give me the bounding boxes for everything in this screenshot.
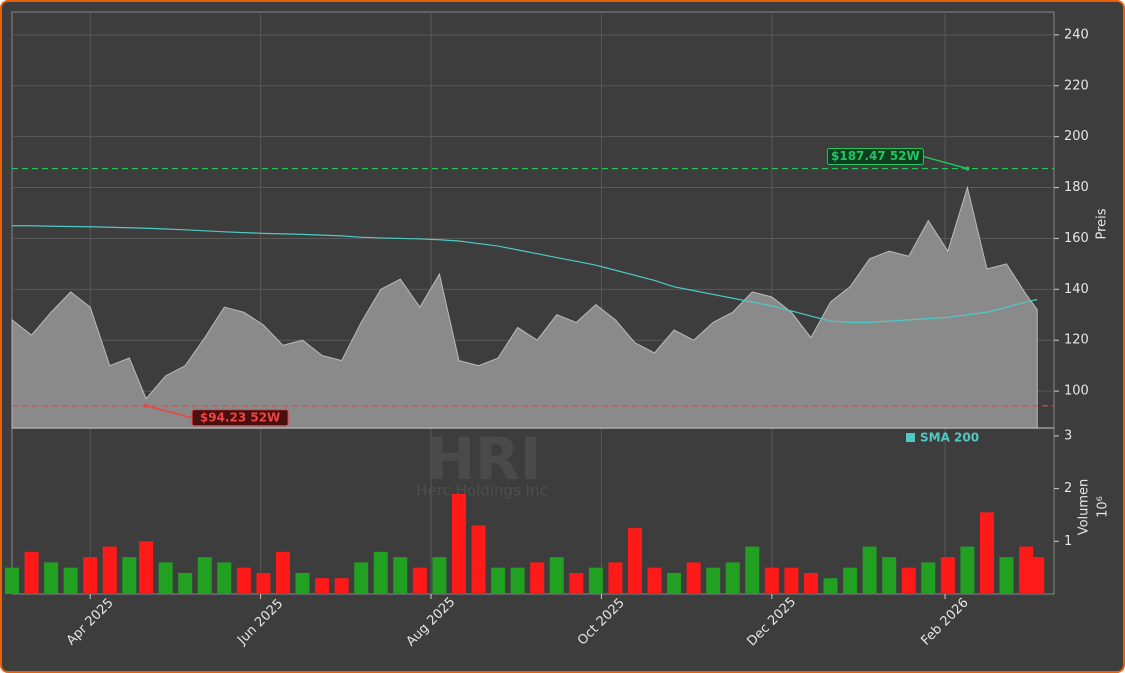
volume-bar <box>667 572 682 594</box>
volume-bar <box>862 546 877 594</box>
volume-bar <box>627 528 642 594</box>
volume-bar <box>921 562 936 594</box>
y-tick-label: 160 <box>1064 231 1089 246</box>
annotation-point <box>965 166 970 171</box>
volume-bar <box>24 551 39 594</box>
volume-bar <box>530 562 545 594</box>
x-tick-label: Feb 2026 <box>918 595 971 648</box>
volume-bar <box>197 557 212 594</box>
volume-bar <box>122 557 137 594</box>
volume-bar <box>706 567 721 594</box>
volume-bar <box>63 567 78 594</box>
annotation-label: $94.23 52W <box>200 410 280 424</box>
volume-bar <box>569 572 584 594</box>
volume-bar <box>784 567 799 594</box>
volume-bar <box>549 557 564 594</box>
y-tick-label: 100 <box>1064 384 1089 399</box>
volume-bar <box>686 562 701 594</box>
x-tick-label: Jun 2025 <box>234 596 286 648</box>
volume-bar <box>979 512 994 594</box>
x-tick-label: Dec 2025 <box>744 595 799 650</box>
volume-bar <box>412 567 427 594</box>
annotation-box <box>191 409 289 427</box>
volume-bar <box>510 567 525 594</box>
y-tick-label: 240 <box>1064 27 1089 42</box>
volume-bar <box>471 525 486 594</box>
volume-bar <box>256 572 271 594</box>
x-tick-label: Oct 2025 <box>575 596 628 649</box>
volume-bar <box>44 562 59 594</box>
volume-bar <box>295 572 310 594</box>
volume-bar <box>745 546 760 594</box>
volume-bar <box>940 557 955 594</box>
volume-bar <box>725 562 740 594</box>
watermark-company: Herc Holdings Inc <box>416 482 547 500</box>
price-area <box>11 185 1038 429</box>
volume-bar <box>432 557 447 594</box>
volume-axis-label: Volumen <box>1077 479 1092 536</box>
annotation-point <box>144 403 149 408</box>
volume-bar <box>5 567 19 594</box>
volume-tick-label: 3 <box>1064 428 1072 443</box>
volume-bar <box>588 567 603 594</box>
volume-bar <box>901 567 916 594</box>
legend-label: SMA 200 <box>920 431 979 445</box>
volume-bar <box>1019 546 1034 594</box>
volume-bar <box>393 557 408 594</box>
volume-bar <box>315 578 330 594</box>
volume-bar <box>1030 557 1045 594</box>
watermark-ticker: HRI <box>427 425 542 493</box>
sma-line <box>12 225 1038 324</box>
x-tick-label: Aug 2025 <box>404 595 459 650</box>
x-tick-label: Apr 2025 <box>64 596 117 649</box>
volume-bar <box>236 567 251 594</box>
volume-bar <box>102 546 117 594</box>
y-tick-label: 200 <box>1064 129 1089 144</box>
volume-bar <box>823 578 838 594</box>
volume-bar <box>803 572 818 594</box>
volume-bar <box>608 562 623 594</box>
annotation-label: $187.47 52W <box>831 149 920 163</box>
volume-bar <box>178 572 193 594</box>
y-axis-label: Preis <box>1095 208 1110 239</box>
volume-bar <box>83 557 98 594</box>
volume-bar <box>491 567 506 594</box>
volume-bar <box>647 567 662 594</box>
volume-bar <box>999 557 1014 594</box>
volume-bar <box>275 551 290 594</box>
y-tick-label: 140 <box>1064 282 1089 297</box>
volume-bar <box>354 562 369 594</box>
y-tick-label: 180 <box>1064 180 1089 195</box>
volume-bar <box>843 567 858 594</box>
y-tick-label: 120 <box>1064 333 1089 348</box>
volume-bar <box>451 493 466 594</box>
volume-bar <box>334 578 349 594</box>
annotation-arrow <box>923 155 968 170</box>
volume-bar <box>960 546 975 594</box>
volume-tick-label: 2 <box>1064 481 1072 496</box>
volume-tick-label: 1 <box>1064 534 1072 549</box>
volume-bar <box>217 562 232 594</box>
y-tick-label: 220 <box>1064 78 1089 93</box>
legend-swatch <box>906 433 915 442</box>
volume-bar <box>158 562 173 594</box>
annotation-arrow <box>145 405 193 419</box>
annotation-box <box>826 148 924 166</box>
volume-exponent: 10⁶ <box>1096 496 1111 518</box>
volume-bar <box>764 567 779 594</box>
volume-bar <box>882 557 897 594</box>
volume-bar <box>373 551 388 594</box>
volume-bar <box>139 541 154 594</box>
